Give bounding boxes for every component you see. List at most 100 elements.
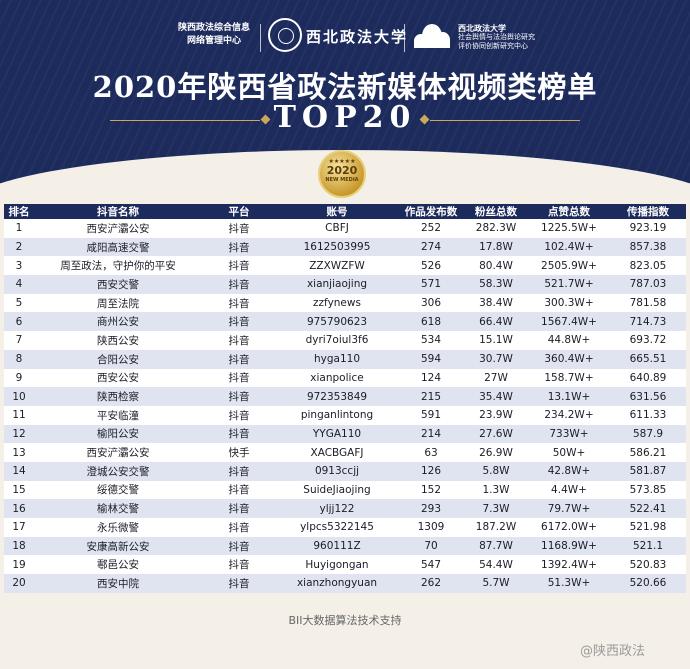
badge-year: 2020 [326,164,358,177]
info-center-logo: 陕西政法综合信息 网络管理中心 [178,22,250,48]
works-cell: 215 [420,390,442,403]
likes-cell: 4.4W+ [551,483,587,496]
index-cell: 573.85 [629,483,667,496]
account-cell: xianzhongyuan [296,577,378,590]
table-row: 2 咸阳高速交警 抖音 1612503995 274 17.8W 102.4W+ 857.38 [4,237,686,257]
works-cell: 547 [420,558,442,571]
works-cell: 124 [420,371,442,384]
platform-cell: 抖音 [228,409,250,422]
rank-cell: 7 [15,334,23,347]
platform-cell: 抖音 [228,428,250,441]
likes-cell: 1567.4W+ [541,315,597,328]
platform-cell: 抖音 [228,484,250,497]
account-cell: 972353849 [306,390,368,403]
column-header: 传播指数 [610,204,686,219]
platform-cell: 抖音 [228,297,250,310]
likes-cell: 51.3W+ [547,577,591,590]
fans-cell: 7.3W [482,502,510,515]
info-center-line2: 网络管理中心 [187,36,242,46]
works-cell: 274 [420,241,442,254]
fans-cell: 80.4W [479,259,513,272]
name-cell: 周至政法，守护你的平安 [60,260,176,273]
name-cell: 榆阳公安 [97,428,139,441]
account-cell: CBFJ [325,222,349,235]
table-row: 19 鄠邑公安 抖音 Huyigongan 547 54.4W 1392.4W+ 520.83 [4,555,686,575]
weibo-watermark: @陕西政法 [580,644,646,659]
subtitle-line-right [430,120,580,121]
rank-cell: 16 [12,502,26,515]
likes-cell: 360.4W+ [544,353,594,366]
logo-divider [404,24,405,52]
likes-cell: 158.7W+ [544,371,594,384]
index-cell: 781.58 [629,297,667,310]
name-cell: 榆林交警 [97,503,139,516]
index-cell: 857.38 [629,241,667,254]
rank-cell: 4 [15,278,23,291]
account-cell: ZZXWZFW [309,259,365,272]
index-cell: 581.87 [629,465,667,478]
table-body: 1 西安浐灞公安 抖音 CBFJ 252 282.3W 1225.5W+ 923.19 2 咸阳高… [4,219,686,593]
column-header: 抖音名称 [34,204,202,219]
fans-cell: 15.1W [479,334,513,347]
header-banner: 陕西政法综合信息 网络管理中心 西北政法大学 西北政法大学 社会舆情与法治舆论研… [0,0,690,200]
index-cell: 665.51 [629,353,667,366]
index-cell: 631.56 [629,390,667,403]
platform-cell: 抖音 [228,577,250,590]
rank-cell: 8 [15,353,23,366]
account-cell: 975790623 [306,315,368,328]
works-cell: 214 [420,427,442,440]
column-header: 作品发布数 [398,204,464,219]
likes-cell: 6172.0W+ [541,521,597,534]
rank-cell: 10 [12,390,26,403]
subtitle-line-left [110,120,260,121]
platform-cell: 抖音 [228,372,250,385]
column-header: 粉丝总数 [464,204,528,219]
account-cell: xianjiaojing [306,278,368,291]
research-center-line3: 评价协同创新研究中心 [458,42,528,50]
fans-cell: 23.9W [479,409,513,422]
account-cell: 1612503995 [303,241,371,254]
column-header: 点赞总数 [528,204,610,219]
index-cell: 521.98 [629,521,667,534]
column-header: 平台 [202,204,276,219]
fans-cell: 1.3W [482,483,510,496]
rank-cell: 17 [12,521,26,534]
table-row: 3 周至政法，守护你的平安 抖音 ZZXWZFW 526 80.4W 2505.9W+ 823… [4,256,686,276]
works-cell: 526 [420,259,442,272]
works-cell: 262 [420,577,442,590]
table-row: 5 周至法院 抖音 zzfynews 306 38.4W 300.3W+ 781.58 [4,293,686,313]
badge-text: NEW MEDIA [325,177,359,183]
rank-cell: 13 [12,446,26,459]
index-cell: 522.41 [629,502,667,515]
research-center-logo: 西北政法大学 社会舆情与法治舆论研究 评价协同创新研究中心 [458,24,535,51]
university-emblem-icon [268,18,302,52]
rank-cell: 11 [12,409,26,422]
likes-cell: 42.8W+ [547,465,591,478]
index-cell: 520.83 [629,558,667,571]
page-subtitle: TOP20 [273,100,417,135]
rank-cell: 3 [15,259,23,272]
account-cell: xianpolice [310,371,364,384]
rank-cell: 14 [12,465,26,478]
table-header-row: 排名 抖音名称 平台 账号 作品发布数 粉丝总数 点赞总数 传播指数 [4,204,686,219]
name-cell: 西安公安 [97,372,139,385]
likes-cell: 1392.4W+ [541,558,597,571]
works-cell: 306 [420,297,442,310]
fans-cell: 27.6W [479,427,513,440]
table-row: 1 西安浐灞公安 抖音 CBFJ 252 282.3W 1225.5W+ 923.19 [4,219,686,238]
rank-cell: 2 [15,241,23,254]
likes-cell: 2505.9W+ [541,259,597,272]
name-cell: 鄠邑公安 [97,559,139,572]
fans-cell: 35.4W [479,390,513,403]
table-row: 10 陕西检察 抖音 972353849 215 35.4W 13.1W+ 631.56 [4,387,686,406]
name-cell: 陕西公安 [97,334,139,347]
platform-cell: 抖音 [228,316,250,329]
rank-cell: 1 [15,222,23,235]
platform-cell: 抖音 [228,222,250,235]
name-cell: 西安浐灞公安 [86,222,150,235]
platform-cell: 抖音 [228,353,250,366]
fans-cell: 26.9W [479,446,513,459]
likes-cell: 234.2W+ [544,409,594,422]
table-row: 14 澄城公安交警 抖音 0913ccjj 126 5.8W 42.8W+ 581.87 [4,461,686,481]
platform-cell: 抖音 [228,521,250,534]
